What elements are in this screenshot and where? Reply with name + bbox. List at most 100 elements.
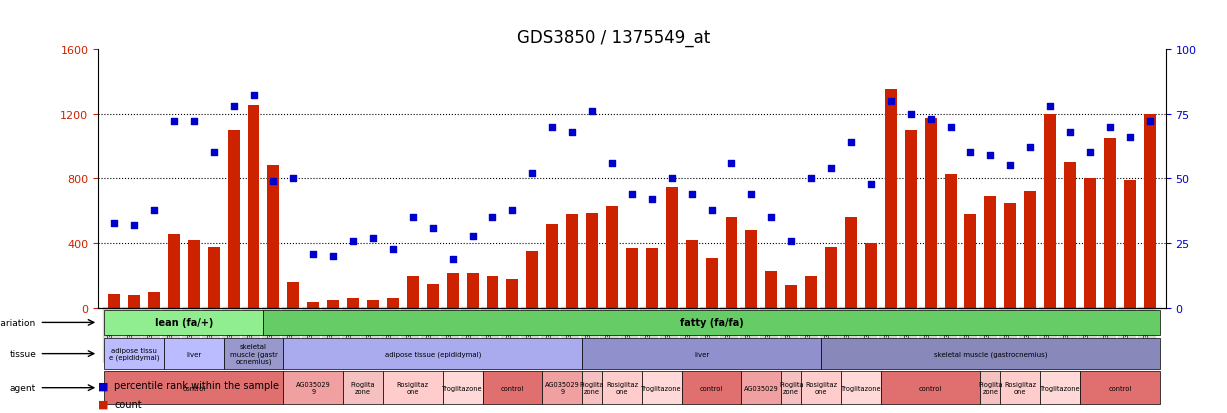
Point	[941, 124, 961, 131]
Bar	[945, 174, 957, 309]
Bar	[1144, 114, 1156, 309]
Bar	[1025, 192, 1036, 309]
Bar	[447, 273, 459, 309]
Point	[602, 160, 622, 167]
FancyBboxPatch shape	[344, 371, 383, 404]
Bar	[487, 276, 498, 309]
Text: tissue: tissue	[10, 349, 37, 358]
Bar	[328, 300, 339, 309]
Point	[303, 251, 323, 257]
Bar	[367, 300, 379, 309]
Text: control: control	[699, 385, 723, 391]
Point	[324, 254, 344, 260]
FancyBboxPatch shape	[881, 371, 980, 404]
Point	[1101, 124, 1120, 131]
Text: lean (fa/+): lean (fa/+)	[155, 318, 213, 328]
Text: control: control	[1108, 385, 1131, 391]
Bar	[645, 249, 658, 309]
Point	[1120, 134, 1140, 141]
Point	[283, 176, 303, 182]
Bar	[188, 240, 200, 309]
Text: Troglitazone: Troglitazone	[442, 385, 483, 391]
FancyBboxPatch shape	[602, 371, 642, 404]
Bar	[1083, 179, 1096, 309]
Text: Pioglita
zone: Pioglita zone	[580, 381, 605, 394]
Point	[363, 235, 383, 242]
Bar	[904, 131, 917, 309]
Bar	[207, 247, 220, 309]
Text: Rosiglitaz
one: Rosiglitaz one	[606, 381, 638, 394]
Point	[344, 238, 363, 244]
FancyBboxPatch shape	[383, 371, 443, 404]
Point	[104, 220, 124, 226]
Text: Rosiglitaz
one: Rosiglitaz one	[396, 381, 429, 394]
Bar	[825, 247, 837, 309]
Point	[961, 150, 980, 157]
Point	[821, 165, 840, 172]
Bar	[168, 234, 180, 309]
Bar	[1064, 163, 1076, 309]
Text: AG035029
9: AG035029 9	[545, 381, 579, 394]
Point	[423, 225, 443, 232]
FancyBboxPatch shape	[642, 371, 682, 404]
FancyBboxPatch shape	[283, 339, 582, 369]
Bar	[666, 187, 677, 309]
Bar	[746, 231, 757, 309]
Point	[1060, 129, 1080, 136]
Point	[881, 98, 901, 104]
Point	[164, 119, 184, 126]
FancyBboxPatch shape	[443, 371, 482, 404]
Text: control: control	[919, 385, 942, 391]
Point	[682, 191, 702, 198]
Point	[642, 197, 661, 203]
Point	[1021, 145, 1040, 151]
Bar	[626, 249, 638, 309]
FancyBboxPatch shape	[821, 339, 1160, 369]
Bar	[686, 240, 698, 309]
FancyBboxPatch shape	[164, 339, 223, 369]
Bar	[1044, 114, 1056, 309]
Bar	[526, 252, 539, 309]
Bar	[845, 218, 856, 309]
Point	[144, 207, 163, 214]
Point	[1000, 163, 1020, 169]
Point	[523, 171, 542, 177]
Text: liver: liver	[694, 351, 709, 357]
FancyBboxPatch shape	[283, 371, 344, 404]
Point	[1080, 150, 1099, 157]
Text: adipose tissue (epididymal): adipose tissue (epididymal)	[384, 351, 481, 357]
Point	[204, 150, 223, 157]
Point	[463, 233, 482, 239]
Text: skeletal
muscle (gastr
ocnemius): skeletal muscle (gastr ocnemius)	[229, 343, 277, 364]
Text: genotype/variation: genotype/variation	[0, 318, 37, 327]
Bar	[307, 302, 319, 309]
Text: Rosiglitaz
one: Rosiglitaz one	[1004, 381, 1037, 394]
Bar	[228, 131, 239, 309]
Bar	[725, 218, 737, 309]
FancyBboxPatch shape	[980, 371, 1000, 404]
FancyBboxPatch shape	[801, 371, 840, 404]
Bar	[248, 106, 259, 309]
Bar	[347, 299, 360, 309]
Point	[622, 191, 642, 198]
Text: ■: ■	[98, 380, 109, 390]
Point	[721, 160, 741, 167]
Text: control: control	[501, 385, 524, 391]
Text: adipose tissu
e (epididymal): adipose tissu e (epididymal)	[109, 347, 160, 361]
Bar	[466, 273, 479, 309]
Text: GDS3850 / 1375549_at: GDS3850 / 1375549_at	[517, 29, 710, 47]
Text: Pioglita
zone: Pioglita zone	[978, 381, 1002, 394]
FancyBboxPatch shape	[1000, 371, 1040, 404]
Point	[562, 129, 582, 136]
Point	[861, 181, 881, 188]
Bar	[587, 213, 598, 309]
Point	[782, 238, 801, 244]
Bar	[267, 166, 280, 309]
Text: agent: agent	[10, 383, 37, 392]
FancyBboxPatch shape	[741, 371, 782, 404]
Point	[901, 111, 920, 118]
Point	[741, 191, 761, 198]
Bar	[546, 224, 558, 309]
Point	[1140, 119, 1160, 126]
Text: count: count	[114, 399, 142, 409]
